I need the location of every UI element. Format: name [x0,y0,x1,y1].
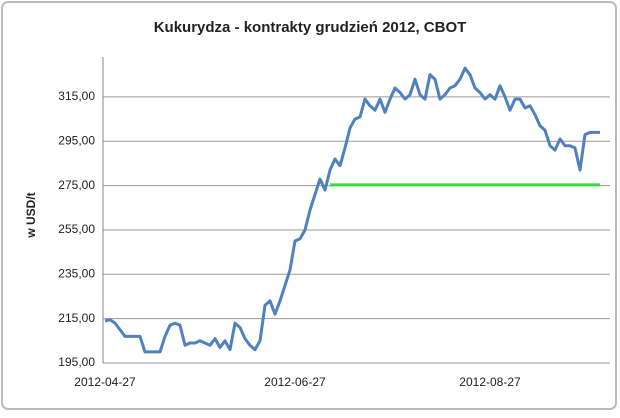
y-tick-label: 315,00 [58,89,95,103]
y-tick-label: 215,00 [58,311,95,325]
series-line [104,66,600,354]
y-tick-label: 295,00 [58,133,95,147]
y-axis-label: w USD/t [24,192,38,238]
y-tick-label: 195,00 [58,355,95,369]
chart-title: Kukurydza - kontrakty grudzień 2012, CBO… [154,19,467,36]
y-tick-label: 255,00 [58,222,95,236]
y-tick-label: 235,00 [58,266,95,280]
x-tick-label: 2012-04-27 [74,375,136,389]
x-tick-label: 2012-08-27 [459,375,521,389]
y-tick-label: 275,00 [58,178,95,192]
x-tick-label: 2012-06-27 [264,375,326,389]
chart-frame [1,1,617,410]
